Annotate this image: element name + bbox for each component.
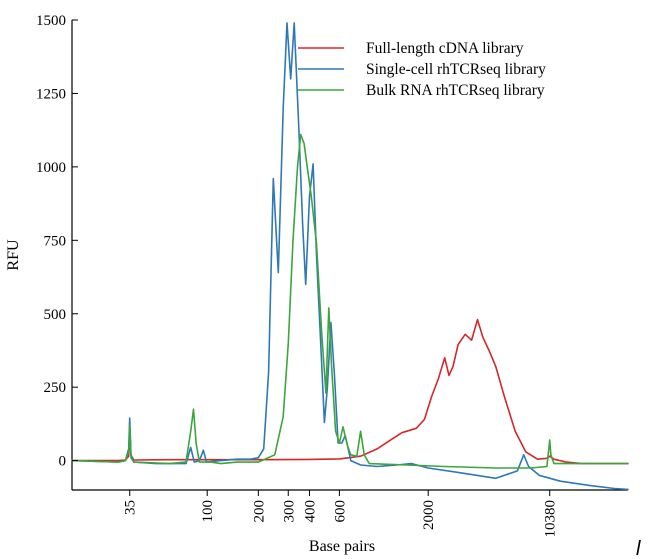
y-tick-label: 250 (44, 380, 67, 396)
legend: Full-length cDNA library Single-cell rhTC… (298, 40, 546, 99)
corner-mark: l (636, 538, 641, 559)
series-group (71, 22, 629, 491)
x-tick-label: 600 (332, 500, 348, 523)
x-axis: 35 100 200 300 400 600 2000 10380 (123, 490, 559, 538)
y-tick-label: 0 (59, 454, 67, 470)
plot-frame (71, 20, 628, 491)
x-tick-label: 10380 (543, 500, 559, 538)
legend-label-2: Single-cell rhTCRseq library (366, 61, 546, 78)
x-tick-label: 200 (251, 500, 267, 523)
y-tick-label: 1500 (36, 13, 66, 29)
x-tick-label: 100 (200, 500, 216, 523)
x-tick-label: 2000 (421, 500, 437, 530)
y-tick-label: 1250 (36, 86, 66, 102)
y-axis-title: RFU (5, 239, 22, 271)
x-axis-title: Base pairs (309, 538, 375, 555)
series-line-2 (71, 22, 629, 491)
x-tick-label: 300 (281, 500, 297, 523)
x-tick-label: 400 (302, 500, 318, 523)
x-tick-label: 35 (123, 500, 139, 515)
series-line-3 (71, 133, 629, 469)
legend-label-3: Bulk RNA rhTCRseq library (366, 82, 545, 99)
y-tick-label: 500 (44, 307, 67, 323)
legend-label-1: Full-length cDNA library (366, 40, 524, 57)
series-line-1 (71, 318, 629, 465)
y-axis: 0 250 500 750 1000 1250 1500 (36, 13, 78, 470)
y-tick-label: 750 (44, 233, 67, 249)
y-tick-label: 1000 (36, 160, 66, 176)
